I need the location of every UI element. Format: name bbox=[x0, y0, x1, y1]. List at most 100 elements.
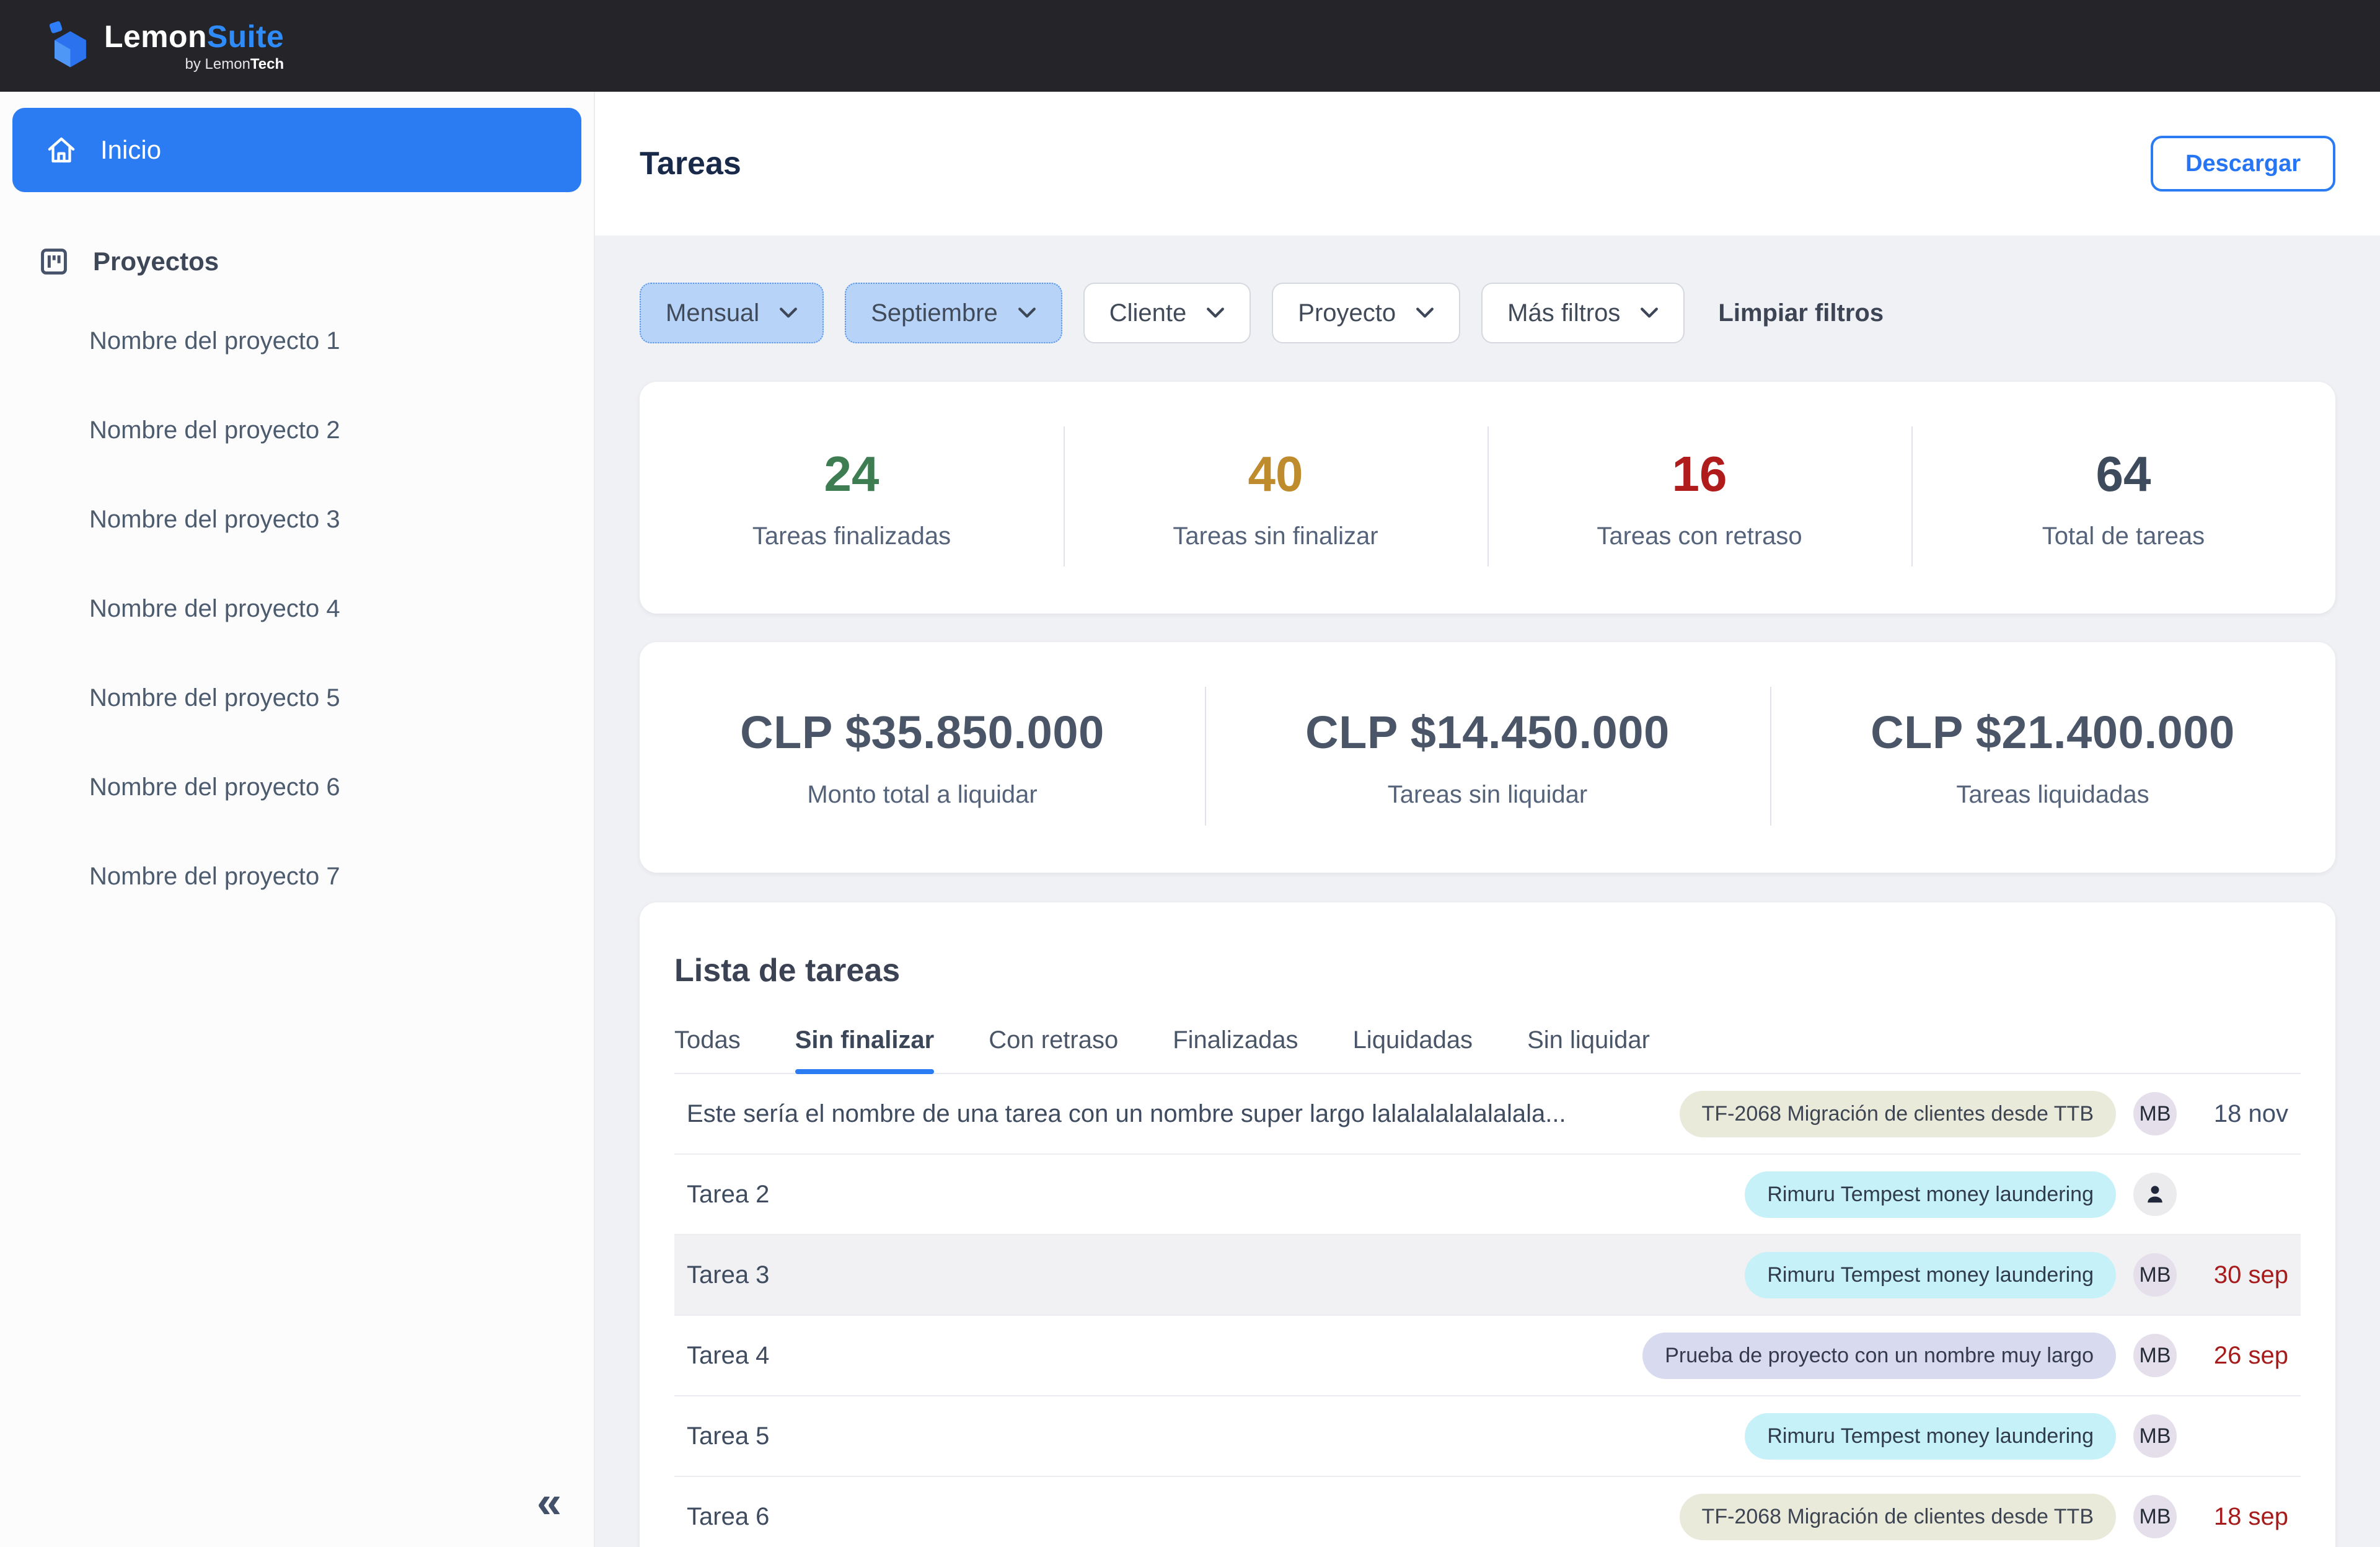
brand-logo[interactable]: LemonSuite by LemonTech bbox=[42, 19, 284, 73]
project-badge: Rimuru Tempest money laundering bbox=[1745, 1171, 2116, 1218]
task-name: Este sería el nombre de una tarea con un… bbox=[687, 1100, 1566, 1127]
avatar bbox=[2133, 1173, 2177, 1216]
avatar-initials: MB bbox=[2139, 1343, 2171, 1367]
money-summary-card: CLP $35.850.000 Monto total a liquidar C… bbox=[640, 642, 2335, 873]
chevron-down-icon bbox=[1641, 307, 1659, 318]
avatar: MB bbox=[2133, 1334, 2177, 1377]
page-header: Tareas Descargar bbox=[595, 92, 2380, 236]
task-list-title: Lista de tareas bbox=[674, 953, 901, 989]
money-amount: CLP $21.400.000 bbox=[1871, 707, 2235, 758]
divider bbox=[1770, 687, 1771, 826]
filter-month[interactable]: Septiembre bbox=[845, 283, 1062, 343]
stat-label: Tareas finalizadas bbox=[752, 522, 951, 550]
brand-primary: Lemon bbox=[104, 19, 207, 54]
sidebar-project-item[interactable]: Nombre del proyecto 5 bbox=[89, 684, 340, 712]
money-label: Monto total a liquidar bbox=[807, 781, 1038, 808]
filter-project[interactable]: Proyecto bbox=[1272, 283, 1461, 343]
chevrons-left-icon[interactable]: « bbox=[536, 1478, 562, 1527]
clear-filters-button[interactable]: Limpiar filtros bbox=[1718, 299, 1884, 327]
table-row[interactable]: Tarea 6 TF-2068 Migración de clientes de… bbox=[674, 1477, 2301, 1547]
money-amount: CLP $14.450.000 bbox=[1305, 707, 1670, 758]
sidebar-project-item[interactable]: Nombre del proyecto 4 bbox=[89, 594, 340, 622]
stat-con-retraso: 16 Tareas con retraso bbox=[1488, 382, 1911, 614]
filter-period-label: Mensual bbox=[666, 299, 760, 327]
stat-total: 64 Total de tareas bbox=[1911, 382, 2335, 614]
stat-finalizadas: 24 Tareas finalizadas bbox=[640, 382, 1064, 614]
home-icon bbox=[48, 137, 75, 163]
avatar: MB bbox=[2133, 1414, 2177, 1458]
sidebar-item-proyectos-label: Proyectos bbox=[93, 247, 219, 276]
task-name: Tarea 2 bbox=[687, 1180, 770, 1208]
sidebar: Inicio Proyectos Nombre del proyecto 1 N… bbox=[0, 92, 595, 1547]
table-row[interactable]: Este sería el nombre de una tarea con un… bbox=[674, 1074, 2301, 1155]
avatar: MB bbox=[2133, 1253, 2177, 1297]
content: Mensual Septiembre Cliente Proyecto Más … bbox=[595, 236, 2380, 1547]
stat-label: Tareas con retraso bbox=[1597, 522, 1802, 550]
stat-label: Total de tareas bbox=[2042, 522, 2205, 550]
money-liquidadas: CLP $21.400.000 Tareas liquidadas bbox=[1770, 642, 2335, 873]
stat-value: 40 bbox=[1248, 446, 1303, 501]
project-badge: Prueba de proyecto con un nombre muy lar… bbox=[1642, 1332, 2116, 1379]
sidebar-project-item[interactable]: Nombre del proyecto 6 bbox=[89, 773, 340, 801]
stat-value: 16 bbox=[1672, 446, 1727, 501]
money-label: Tareas sin liquidar bbox=[1387, 781, 1588, 808]
sidebar-project-item[interactable]: Nombre del proyecto 7 bbox=[89, 862, 340, 890]
project-badge: Rimuru Tempest money laundering bbox=[1745, 1251, 2116, 1298]
avatar: MB bbox=[2133, 1495, 2177, 1538]
project-badge: TF-2068 Migración de clientes desde TTB bbox=[1679, 1493, 2116, 1540]
page-title: Tareas bbox=[640, 146, 741, 182]
tab-liquidadas[interactable]: Liquidadas bbox=[1353, 1026, 1473, 1073]
filter-period[interactable]: Mensual bbox=[640, 283, 824, 343]
divider bbox=[1204, 687, 1206, 826]
sidebar-project-item[interactable]: Nombre del proyecto 3 bbox=[89, 505, 340, 533]
money-label: Tareas liquidadas bbox=[1956, 781, 2149, 808]
sidebar-item-inicio[interactable]: Inicio bbox=[12, 108, 581, 192]
stat-label: Tareas sin finalizar bbox=[1173, 522, 1378, 550]
stat-value: 64 bbox=[2096, 446, 2151, 501]
sidebar-item-inicio-label: Inicio bbox=[100, 135, 162, 164]
task-list-tabs: Todas Sin finalizar Con retraso Finaliza… bbox=[674, 1026, 2301, 1074]
project-badge: Rimuru Tempest money laundering bbox=[1745, 1413, 2116, 1460]
download-button[interactable]: Descargar bbox=[2151, 136, 2335, 192]
hexagon-lemon-icon bbox=[49, 21, 86, 68]
task-stats-card: 24 Tareas finalizadas 40 Tareas sin fina… bbox=[640, 382, 2335, 614]
divider bbox=[1911, 426, 1913, 566]
sidebar-project-item[interactable]: Nombre del proyecto 1 bbox=[89, 327, 340, 355]
tab-label: Liquidadas bbox=[1352, 1026, 1473, 1054]
filter-client-label: Cliente bbox=[1109, 299, 1187, 327]
person-icon bbox=[2148, 1186, 2162, 1203]
filter-project-label: Proyecto bbox=[1298, 299, 1396, 327]
task-list-card: Lista de tareas Todas Sin finalizar Con … bbox=[640, 902, 2335, 1547]
topbar: LemonSuite by LemonTech bbox=[0, 0, 2380, 92]
brand-tagline-bold: Tech bbox=[250, 56, 284, 73]
filter-row: Mensual Septiembre Cliente Proyecto Más … bbox=[640, 283, 2335, 343]
tab-con-retraso[interactable]: Con retraso bbox=[989, 1026, 1118, 1073]
chevron-down-icon bbox=[1018, 307, 1036, 318]
filter-client[interactable]: Cliente bbox=[1083, 283, 1251, 343]
tab-label: Finalizadas bbox=[1173, 1026, 1298, 1054]
sidebar-project-item[interactable]: Nombre del proyecto 2 bbox=[89, 416, 340, 444]
money-total: CLP $35.850.000 Monto total a liquidar bbox=[640, 642, 1205, 873]
tab-label: Sin liquidar bbox=[1527, 1026, 1650, 1054]
tab-sin-finalizar[interactable]: Sin finalizar bbox=[795, 1026, 935, 1073]
avatar-initials: MB bbox=[2139, 1101, 2171, 1126]
tab-sin-liquidar[interactable]: Sin liquidar bbox=[1527, 1026, 1650, 1073]
due-date: 18 nov bbox=[2213, 1100, 2288, 1127]
tab-label: Con retraso bbox=[989, 1026, 1119, 1054]
filter-more[interactable]: Más filtros bbox=[1481, 283, 1685, 343]
task-name: Tarea 5 bbox=[687, 1422, 770, 1450]
sidebar-item-proyectos[interactable]: Proyectos bbox=[0, 227, 594, 296]
tab-label: Sin finalizar bbox=[795, 1026, 935, 1054]
filter-month-label: Septiembre bbox=[871, 299, 998, 327]
kanban-board-icon bbox=[41, 249, 67, 275]
avatar: MB bbox=[2133, 1092, 2177, 1135]
table-row[interactable]: Tarea 5 Rimuru Tempest money laundering … bbox=[674, 1396, 2301, 1477]
tab-todas[interactable]: Todas bbox=[674, 1026, 741, 1073]
avatar-initials: MB bbox=[2139, 1263, 2171, 1287]
table-row[interactable]: Tarea 3 Rimuru Tempest money laundering … bbox=[674, 1235, 2301, 1316]
tab-finalizadas[interactable]: Finalizadas bbox=[1173, 1026, 1298, 1073]
table-row[interactable]: Tarea 2 Rimuru Tempest money laundering bbox=[674, 1155, 2301, 1235]
divider bbox=[1064, 426, 1065, 566]
brand-secondary: Suite bbox=[206, 19, 284, 54]
table-row[interactable]: Tarea 4 Prueba de proyecto con un nombre… bbox=[674, 1316, 2301, 1396]
